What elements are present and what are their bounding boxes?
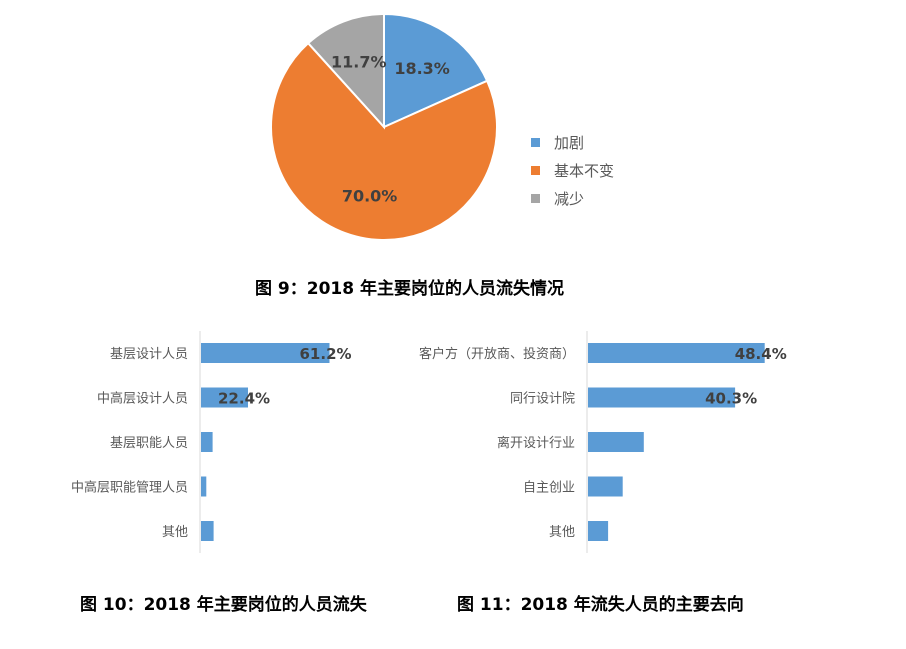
legend-label-1: 加剧 xyxy=(554,134,584,152)
legend-label-2: 基本不变 xyxy=(554,162,614,180)
bar-value-label-1: 48.4% xyxy=(735,345,787,363)
bar-1 xyxy=(201,343,330,363)
bar-value-label-2: 40.3% xyxy=(705,390,757,408)
pie-slice-label-1: 18.3% xyxy=(394,59,450,78)
category-label-3: 基层职能人员 xyxy=(110,436,188,451)
category-label-5: 其他 xyxy=(162,525,188,540)
bar-value-label-2: 22.4% xyxy=(218,390,270,408)
category-label-1: 基层设计人员 xyxy=(110,347,188,362)
legend-swatch-2 xyxy=(531,166,540,175)
pie-slice-2 xyxy=(270,41,498,241)
category-label-5: 其他 xyxy=(549,525,575,540)
bar-value-label-1: 61.2% xyxy=(300,345,352,363)
figure-9-caption: 图 9：2018 年主要岗位的人员流失情况 xyxy=(255,279,564,299)
bar-5 xyxy=(588,521,609,541)
pie-slice-3 xyxy=(306,12,385,130)
category-label-2: 同行设计院 xyxy=(510,392,575,407)
category-label-3: 离开设计行业 xyxy=(497,435,575,451)
bar-2 xyxy=(588,387,736,408)
bar-2 xyxy=(201,387,248,408)
bar-4 xyxy=(588,476,623,497)
bar-1 xyxy=(588,343,765,363)
figure-11-caption: 图 11：2018 年流失人员的主要去向 xyxy=(457,595,744,615)
pie-slice-label-3: 11.7% xyxy=(331,53,387,72)
bar-4 xyxy=(201,476,207,497)
pie-slice-1 xyxy=(383,12,489,129)
pie-slice-label-2: 70.0% xyxy=(342,187,398,206)
bar-3 xyxy=(201,432,213,452)
legend-label-3: 减少 xyxy=(554,190,584,208)
pie-chart: 18.3% 70.0% 11.7% xyxy=(270,12,498,241)
category-label-2: 中高层设计人员 xyxy=(97,391,188,407)
figure-10-caption: 图 10：2018 年主要岗位的人员流失 xyxy=(80,595,367,615)
category-label-4: 中高层职能管理人员 xyxy=(71,480,188,496)
bar-3 xyxy=(588,432,644,452)
legend-swatch-1 xyxy=(531,138,540,147)
category-label-1: 客户方（开放商、投资商） xyxy=(419,346,575,362)
bar-5 xyxy=(201,521,214,541)
category-label-4: 自主创业 xyxy=(523,481,575,496)
legend-swatch-3 xyxy=(531,194,540,203)
